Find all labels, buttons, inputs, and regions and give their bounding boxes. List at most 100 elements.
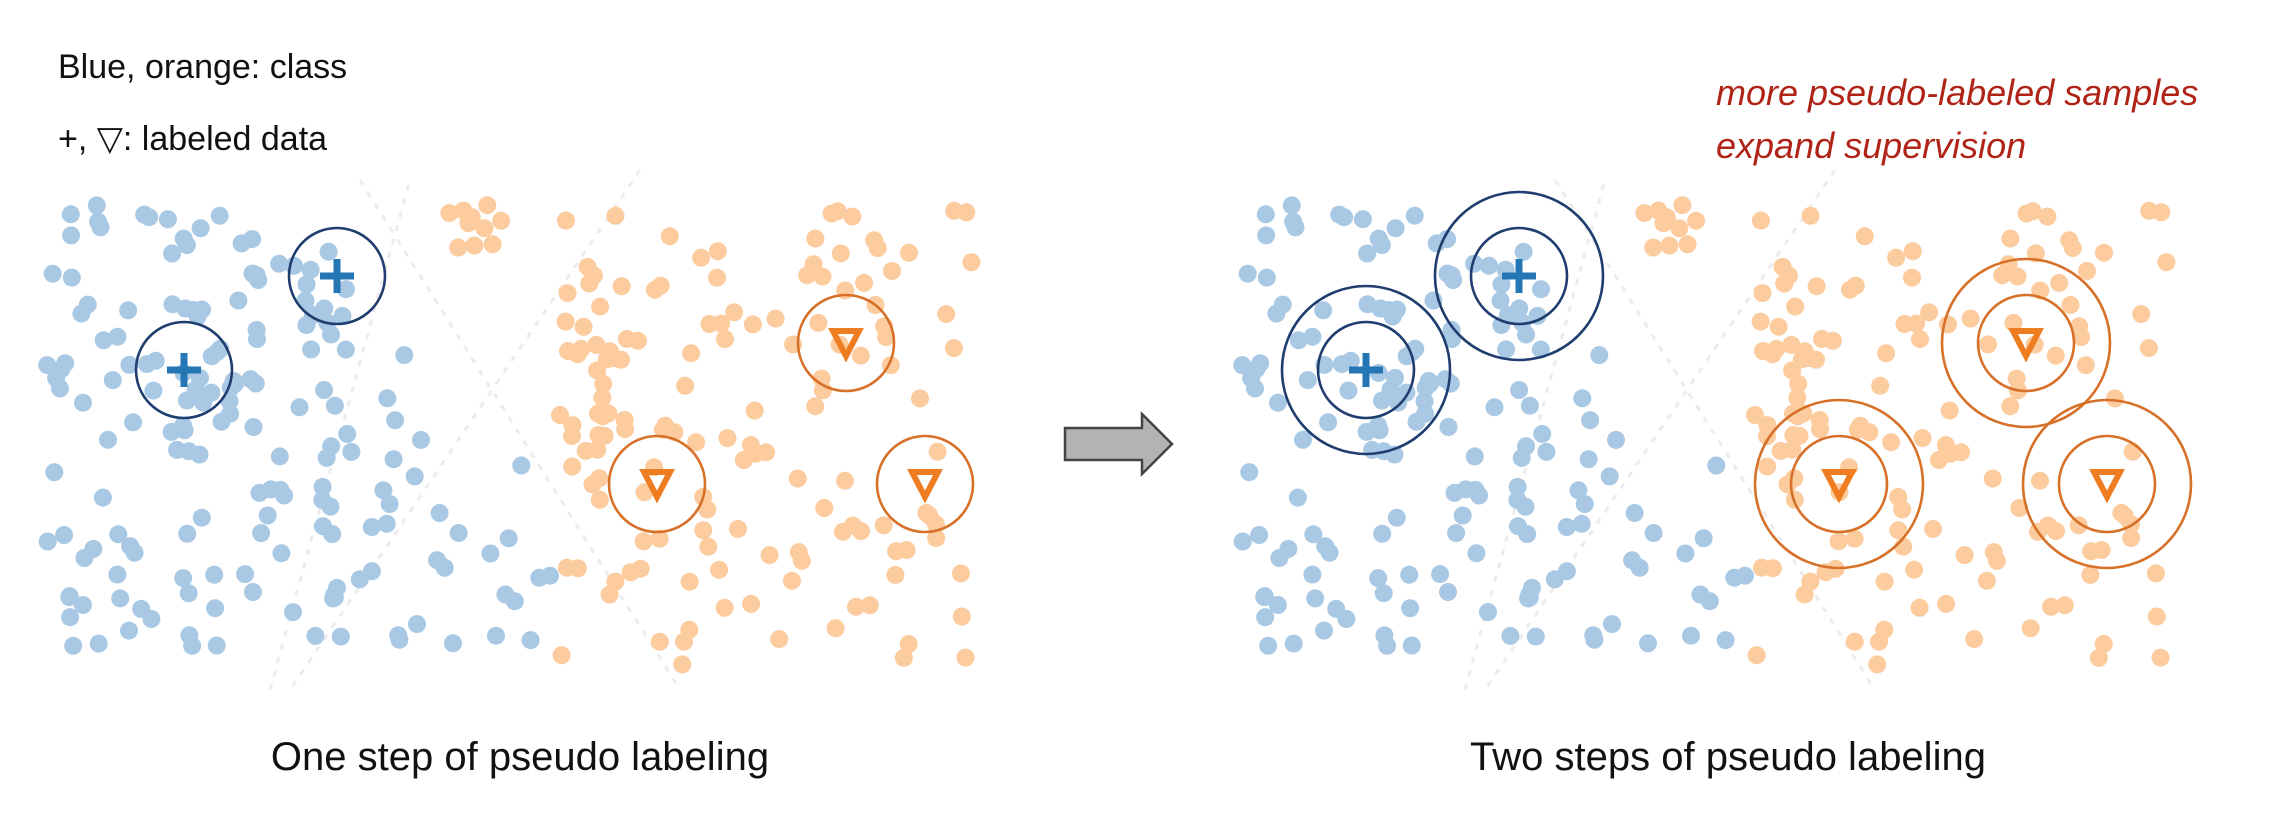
blue-data-point bbox=[1517, 437, 1536, 456]
blue-outer-ring bbox=[1433, 190, 1605, 362]
blue-data-point bbox=[1240, 463, 1259, 482]
guide-line bbox=[1483, 169, 1837, 691]
blue-data-point bbox=[1294, 430, 1312, 449]
orange-data-point bbox=[718, 429, 737, 448]
orange-data-point bbox=[2132, 305, 2151, 324]
orange-data-point bbox=[1875, 572, 1894, 591]
orange-data-point bbox=[1889, 521, 1908, 540]
blue-data-point bbox=[61, 205, 80, 224]
orange-data-point bbox=[700, 315, 719, 333]
blue-data-point bbox=[183, 636, 202, 655]
blue-data-point bbox=[337, 280, 355, 299]
blue-data-point bbox=[1623, 551, 1642, 570]
blue-data-point bbox=[1480, 256, 1498, 275]
orange-data-point bbox=[1848, 420, 1867, 439]
blue-data-point bbox=[297, 275, 316, 294]
blue-data-point bbox=[325, 585, 344, 604]
blue-data-point bbox=[1716, 631, 1735, 650]
blue-data-point bbox=[1315, 621, 1333, 640]
orange-data-point bbox=[615, 411, 634, 429]
orange-data-point bbox=[1893, 500, 1912, 519]
orange-data-point bbox=[1903, 242, 1922, 261]
blue-data-point bbox=[87, 196, 106, 215]
blue-data-point bbox=[99, 430, 117, 449]
orange-data-point bbox=[1983, 469, 2002, 488]
blue-data-point bbox=[1508, 477, 1527, 496]
blue-data-point bbox=[1467, 544, 1486, 563]
orange-data-point bbox=[843, 207, 862, 226]
orange-data-point bbox=[591, 297, 610, 316]
orange-data-point bbox=[928, 442, 947, 461]
orange-data-point bbox=[2094, 635, 2113, 653]
blue-data-point bbox=[1694, 529, 1713, 548]
blue-data-point bbox=[386, 411, 405, 430]
orange-data-point bbox=[580, 274, 599, 293]
blue-data-point bbox=[163, 244, 182, 263]
blue-data-point bbox=[284, 603, 302, 622]
labeled-markers bbox=[1349, 259, 2125, 504]
orange-data-point bbox=[899, 635, 918, 653]
blue-data-point bbox=[272, 544, 291, 563]
right-arrow-icon bbox=[1063, 410, 1174, 478]
blue-inner-ring bbox=[287, 226, 387, 326]
plus-icon bbox=[1502, 259, 1536, 293]
orange-data-point bbox=[692, 248, 711, 267]
blue-data-point bbox=[62, 226, 81, 245]
orange-data-point bbox=[2106, 389, 2124, 408]
blue-data-point bbox=[229, 291, 248, 310]
orange-data-point bbox=[551, 406, 569, 424]
orange-data-point bbox=[2089, 648, 2108, 667]
orange-inner-ring bbox=[607, 434, 707, 534]
orange-data-point bbox=[944, 339, 963, 358]
orange-data-point bbox=[2123, 442, 2142, 461]
blue-data-point bbox=[378, 389, 397, 408]
orange-data-point bbox=[897, 541, 916, 559]
blue-data-point bbox=[1233, 532, 1252, 551]
blue-data-point bbox=[362, 562, 381, 581]
blue-data-point bbox=[119, 301, 138, 320]
blue-data-point bbox=[1268, 596, 1287, 614]
blue-data-point bbox=[78, 295, 97, 314]
triangle-down-icon bbox=[639, 469, 675, 504]
blue-data-point bbox=[322, 437, 341, 456]
blue-data-point bbox=[1533, 424, 1552, 443]
orange-data-point bbox=[1965, 630, 1984, 649]
blue-data-point bbox=[1579, 450, 1598, 469]
orange-data-point bbox=[1845, 632, 1864, 651]
orange-data-point bbox=[587, 335, 606, 354]
blue-data-point bbox=[1590, 346, 1609, 365]
blue-data-point bbox=[1378, 636, 1397, 655]
orange-data-point bbox=[651, 276, 670, 295]
orange-data-point bbox=[1910, 598, 1929, 617]
orange-data-point bbox=[855, 273, 874, 292]
orange-data-point bbox=[1905, 560, 1924, 579]
blue-inner-ring bbox=[134, 320, 234, 420]
orange-data-point bbox=[894, 648, 913, 667]
blue-data-point bbox=[258, 506, 277, 525]
blue-data-point bbox=[124, 413, 143, 432]
orange-data-point bbox=[2147, 607, 2166, 626]
blue-data-point bbox=[137, 355, 156, 374]
blue-data-point bbox=[38, 532, 57, 551]
blue-data-point bbox=[1479, 603, 1497, 622]
blue-data-point bbox=[191, 219, 210, 238]
blue-data-point bbox=[1289, 331, 1308, 350]
blue-data-point bbox=[93, 488, 112, 507]
blue-data-point bbox=[210, 206, 229, 225]
orange-data-point bbox=[2152, 203, 2171, 222]
blue-data-point bbox=[61, 608, 80, 627]
orange-data-point bbox=[804, 255, 823, 274]
plus-icon bbox=[320, 259, 354, 293]
blue-data-point bbox=[1707, 456, 1726, 475]
blue-data-point bbox=[1518, 525, 1537, 544]
blue-data-point bbox=[1339, 381, 1358, 400]
blue-data-point bbox=[395, 346, 414, 365]
orange-data-point bbox=[770, 630, 789, 649]
orange-data-point bbox=[2063, 239, 2082, 257]
orange-data-point bbox=[1758, 416, 1777, 435]
blue-data-point bbox=[108, 327, 127, 346]
orange-data-point bbox=[1660, 236, 1679, 255]
orange-data-point bbox=[708, 242, 727, 261]
orange-data-point bbox=[716, 330, 734, 349]
blue-data-point bbox=[60, 588, 79, 607]
